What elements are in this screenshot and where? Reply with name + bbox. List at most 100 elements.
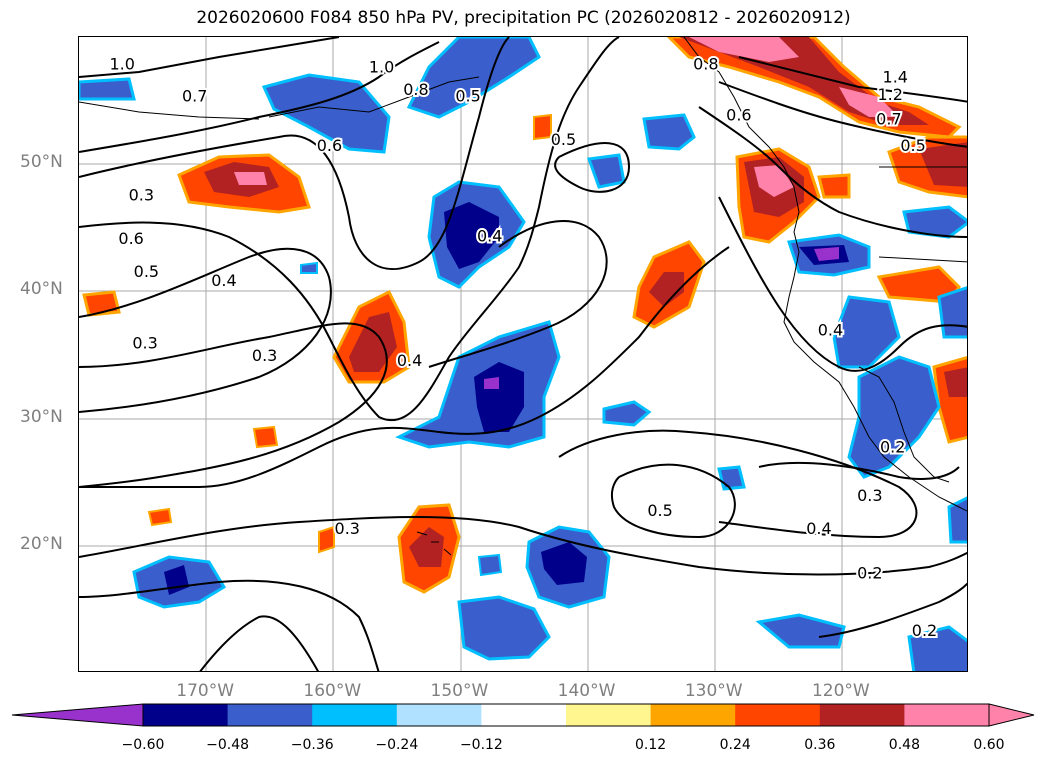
contour-1-0 — [79, 37, 340, 78]
contour-0-4-west — [79, 247, 332, 413]
precipitation-shading — [79, 37, 967, 671]
contour-label: 0.6 — [726, 106, 751, 125]
precip-positive-40n-135w — [632, 240, 706, 329]
contour-0-3-south — [79, 246, 730, 489]
lat-tick-label: 40°N — [20, 279, 63, 300]
colorbar-tick-label: −0.12 — [459, 737, 503, 753]
contour-label: 0.6 — [317, 136, 342, 155]
lon-tick-label: 160°W — [303, 681, 362, 701]
contour-label: 0.2 — [880, 438, 905, 457]
precip-positive-alaska — [666, 37, 962, 139]
precip-negative-aleutians — [79, 37, 541, 154]
precip-negative-west-coast — [787, 205, 967, 479]
colorbar-segment — [819, 704, 905, 726]
contour-0-2-se — [818, 582, 967, 638]
contour-label: 0.7 — [182, 87, 207, 106]
colorbar-segment — [566, 704, 652, 726]
colorbar-tick-label: −0.60 — [121, 737, 165, 753]
contour-0-2-sw — [79, 579, 380, 671]
contour-label: 0.3 — [129, 186, 154, 205]
lat-tick-label: 30°N — [20, 406, 63, 427]
north-america-coast — [683, 37, 967, 512]
contour-label: 0.5 — [455, 87, 480, 106]
contour-0-3-east — [758, 461, 960, 480]
colorbar-under-arrow — [11, 703, 144, 727]
colorbar-segment — [396, 704, 482, 726]
contour-0-6 — [79, 37, 510, 270]
colorbar-outline — [142, 703, 990, 727]
contour-0-5-south — [610, 463, 736, 539]
contour-label: 1.0 — [110, 55, 135, 74]
precip-positive-hawaii — [147, 113, 552, 594]
pv-contours — [79, 37, 967, 671]
contour-0-4-mid — [428, 220, 608, 368]
contour-label: 1.0 — [369, 57, 394, 76]
colorbar-segment — [650, 704, 736, 726]
precip-negative-32n-148w — [395, 320, 561, 449]
colorbar-segments — [11, 703, 1035, 727]
colorbar-segment — [143, 704, 229, 726]
contour-label: 0.2 — [912, 621, 937, 640]
precip-positive-baja — [876, 265, 967, 444]
colorbar-segment — [904, 704, 989, 726]
contour-0-7 — [698, 106, 967, 238]
contour-label: 0.3 — [252, 346, 277, 365]
contour-label: 0.3 — [335, 519, 360, 538]
contour-label: 0.5 — [647, 501, 672, 520]
contour-label: 1.2 — [877, 85, 902, 104]
colorbar-segment — [481, 704, 567, 726]
colorbar-segment — [312, 704, 398, 726]
contour-0-4-east — [718, 196, 967, 372]
contour-0-2 — [79, 516, 967, 576]
colorbar-over-arrow — [988, 703, 1035, 727]
contour-0-3 — [79, 322, 388, 488]
colorbar-tick-label: 0.24 — [719, 737, 751, 753]
colorbar-tick-label: 0.60 — [973, 737, 1005, 753]
precip-positive-35n-155w — [332, 289, 411, 384]
lon-tick-label: 130°W — [684, 681, 743, 701]
contour-0-5-loop — [554, 142, 631, 193]
map-title: 2026020600 F084 850 hPa PV, precipitatio… — [196, 8, 851, 28]
lat-tick-label: 50°N — [20, 152, 63, 173]
contour-label: 0.5 — [551, 130, 576, 149]
contour-label: 0.7 — [876, 109, 901, 128]
colorbar-segment — [227, 704, 313, 726]
contour-label: 0.6 — [118, 229, 143, 248]
colorbar — [11, 703, 1035, 727]
contour-label: 0.2 — [857, 564, 882, 583]
contour-label: 1.4 — [883, 67, 908, 86]
colorbar-tick-label: 0.12 — [635, 737, 667, 753]
contour-label: 0.4 — [806, 519, 831, 538]
precip-positive-bc — [735, 147, 851, 244]
hawaii-islands — [416, 531, 452, 556]
contour-label: 0.4 — [818, 321, 843, 340]
aleutian-chain — [79, 101, 260, 120]
colorbar-tick-label: 0.36 — [804, 737, 836, 753]
contour-label: 0.4 — [397, 351, 422, 370]
precip-negative-45n-150w — [427, 180, 526, 289]
contour-0-8 — [79, 41, 440, 153]
contour-label: 0.4 — [477, 226, 502, 245]
coastlines — [79, 37, 967, 556]
colorbar-tick-label: −0.48 — [206, 737, 250, 753]
lon-tick-label: 120°W — [811, 681, 870, 701]
lon-tick-label: 150°W — [430, 681, 489, 701]
contour-label: 0.5 — [900, 136, 925, 155]
colorbar-tick-label: −0.36 — [290, 737, 334, 753]
contour-0-2-sw2 — [199, 615, 320, 671]
contour-0-4-south — [558, 429, 918, 539]
colorbar-tick-label: −0.24 — [375, 737, 419, 753]
contour-labels: 1.0 1.0 0.8 0.5 0.7 0.6 0.5 0.3 0.6 0.5 0.4 0.4 0.3 0… — [108, 53, 940, 642]
colorbar-tick-label: 0.48 — [888, 737, 920, 753]
contour-label: 0.3 — [857, 486, 882, 505]
baja-coast — [858, 366, 950, 483]
lon-tick-label: 170°W — [176, 681, 235, 701]
contour-label: 0.4 — [211, 271, 236, 290]
lon-tick-label: 140°W — [557, 681, 616, 701]
contour-label: 0.3 — [132, 333, 157, 352]
colorbar-segment — [735, 704, 821, 726]
contour-label: 0.8 — [693, 55, 718, 74]
precip-negative-gulf-alaska — [586, 113, 696, 189]
contour-label: 0.5 — [134, 262, 159, 281]
alaska-peninsula — [268, 76, 480, 118]
